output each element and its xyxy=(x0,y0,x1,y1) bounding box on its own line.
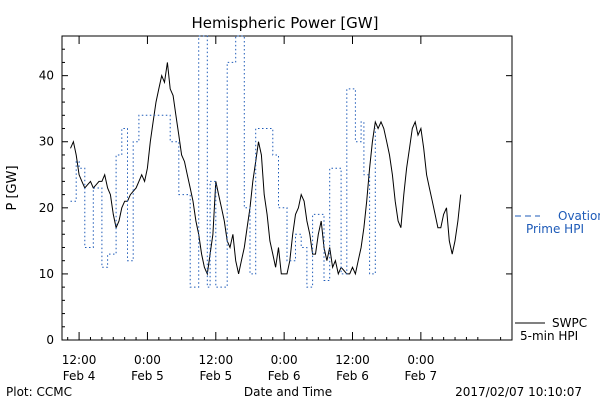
y-tick-label-40: 40 xyxy=(39,69,54,83)
series-layer xyxy=(70,35,462,288)
y-tick-label-30: 30 xyxy=(39,135,54,149)
x-tick-date-0: Feb 4 xyxy=(63,369,96,383)
plot-credit: Plot: CCMC xyxy=(6,385,72,399)
x-tick-time-4: 12:00 xyxy=(335,353,370,367)
x-tick-time-3: 0:00 xyxy=(271,353,298,367)
timestamp: 2017/02/07 10:10:07 xyxy=(455,385,582,399)
y-tick-label-10: 10 xyxy=(39,267,54,281)
legend-ovation-line1: Ovation xyxy=(558,209,600,223)
y-tick-label-20: 20 xyxy=(39,201,54,215)
x-tick-date-5: Feb 7 xyxy=(405,369,438,383)
y-axis-label: P [GW] xyxy=(5,165,20,210)
plot-frame xyxy=(61,35,513,341)
x-axis-label: Date and Time xyxy=(244,385,332,399)
legend-swpc: SWPC 5-min HPI xyxy=(515,316,587,343)
x-tick-time-5: 0:00 xyxy=(407,353,434,367)
x-tick-date-2: Feb 5 xyxy=(199,369,232,383)
series-swpc-line xyxy=(70,62,462,276)
x-tick-date-4: Feb 6 xyxy=(336,369,369,383)
legend-swpc-line1: SWPC xyxy=(552,316,587,330)
x-tick-time-0: 12:00 xyxy=(62,353,97,367)
x-tick-date-3: Feb 6 xyxy=(268,369,301,383)
x-tick-time-2: 12:00 xyxy=(199,353,234,367)
x-axis: 12:00 Feb 4 0:00 Feb 5 12:00 Feb 5 0:00 Feb 6 12… xyxy=(62,36,502,383)
chart-title: Hemispheric Power [GW] xyxy=(192,14,379,32)
y-axis: 0 10 20 30 40 xyxy=(39,48,512,347)
y-tick-label-0: 0 xyxy=(46,333,54,347)
series-ovation-line xyxy=(70,35,376,288)
x-tick-date-1: Feb 5 xyxy=(131,369,164,383)
legend-swpc-line2: 5-min HPI xyxy=(520,329,578,343)
x-tick-time-1: 0:00 xyxy=(134,353,161,367)
legend-ovation-line2: Prime HPI xyxy=(526,222,584,236)
legend-ovation: Ovation Prime HPI xyxy=(515,209,600,236)
